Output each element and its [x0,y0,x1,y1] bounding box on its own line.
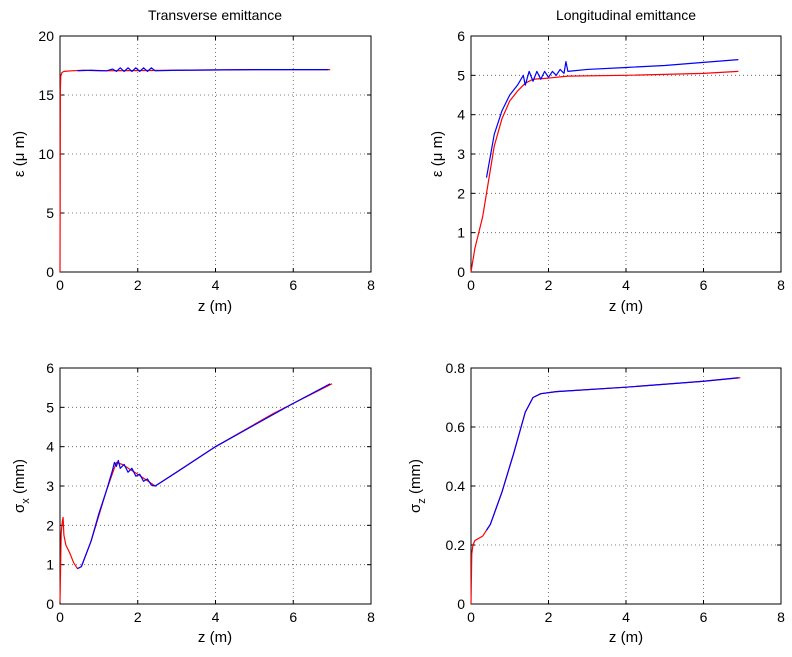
x-axis-label: z (m) [198,629,232,646]
x-tick-label: 8 [367,277,375,293]
x-tick-label: 0 [467,277,475,293]
y-axis-label-unit: (mm) [11,459,28,498]
y-axis-label: σz (mm) [407,459,428,513]
x-tick-label: 2 [545,609,553,625]
y-tick-label: 5 [46,205,54,221]
y-tick-label: 20 [38,28,54,44]
series-line-1 [59,69,331,273]
series-line-2 [485,59,739,178]
x-tick-label: 4 [622,277,630,293]
series [59,67,331,273]
y-tick-label: 0.4 [446,478,466,494]
chart-title: Transverse emittance [148,7,282,23]
x-tick-label: 0 [56,609,64,625]
x-tick-label: 6 [700,609,708,625]
ticks: 0 2 4 6 8 0 1 2 3 4 5 6 [46,360,375,625]
series-line-2 [485,377,739,531]
y-axis-label: ε (μ m) [11,131,28,177]
x-tick-label: 4 [622,609,630,625]
x-axis-label: z (m) [609,298,643,315]
y-tick-label: 3 [457,146,465,162]
y-axis-label-subscript: z [416,498,428,504]
x-axis-label: z (m) [198,298,232,315]
series-line-1 [59,383,333,603]
x-tick-label: 0 [467,609,475,625]
x-tick-label: 2 [545,277,553,293]
series [470,377,741,605]
y-tick-label: 3 [46,478,54,494]
panel-transverse-emittance: Transverse emittance z (m) ε (μ m) 0 2 4 6 8… [11,7,375,315]
x-tick-label: 6 [289,277,297,293]
y-tick-label: 4 [46,439,54,455]
x-tick-label: 8 [367,609,375,625]
y-tick-label: 6 [457,28,465,44]
y-axis-label-symbol: σ [11,503,28,513]
x-tick-label: 8 [777,609,785,625]
ticks: 0 2 4 6 8 0 1 2 3 4 5 6 [457,28,785,293]
y-tick-label: 0 [457,596,465,612]
grid [471,368,781,604]
x-axis-label: z (m) [609,629,643,646]
y-axis-label-subscript: x [20,498,32,504]
y-axis-label-symbol: σ [407,503,424,513]
y-tick-label: 5 [457,67,465,83]
panel-longitudinal-emittance: Longitudinal emittance z (m) ε (μ m) 0 2 4… [429,7,785,315]
series-line-2 [77,67,329,72]
x-tick-label: 4 [212,609,220,625]
series [59,383,333,603]
panel-sigma-z: z (m) σz (mm) 0 2 4 6 8 0 0.2 0.4 0.6 0.8 [407,360,785,646]
y-tick-label: 5 [46,399,54,415]
y-tick-label: 6 [46,360,54,376]
series-line-1 [470,70,739,273]
ticks: 0 2 4 6 8 0 5 10 15 20 [38,28,375,293]
y-tick-label: 10 [38,146,54,162]
series-line-2 [77,383,331,570]
x-tick-label: 6 [289,609,297,625]
series [470,59,739,273]
x-tick-label: 6 [700,277,708,293]
grid [60,36,371,272]
y-tick-label: 2 [457,185,465,201]
y-tick-label: 2 [46,517,54,533]
y-tick-label: 0.6 [446,419,466,435]
grid [60,368,371,604]
y-tick-label: 15 [38,87,54,103]
y-tick-label: 0 [457,264,465,280]
ticks: 0 2 4 6 8 0 0.2 0.4 0.6 0.8 [446,360,786,625]
x-tick-label: 2 [134,277,142,293]
y-axis-label: ε (μ m) [429,131,446,177]
y-tick-label: 4 [457,107,465,123]
chart-title: Longitudinal emittance [556,7,696,23]
panel-sigma-x: z (m) σx (mm) 0 2 4 6 8 0 1 2 3 4 5 6 [11,360,375,646]
y-tick-label: 1 [46,557,54,573]
y-tick-label: 1 [457,225,465,241]
x-tick-label: 0 [56,277,64,293]
y-axis-label-unit: (mm) [407,459,424,498]
x-tick-label: 8 [777,277,785,293]
y-tick-label: 0.8 [446,360,466,376]
grid [471,36,781,272]
y-tick-label: 0 [46,264,54,280]
x-tick-label: 2 [134,609,142,625]
y-axis-label: σx (mm) [11,459,32,513]
y-tick-label: 0 [46,596,54,612]
y-tick-label: 0.2 [446,537,466,553]
series-line-1 [470,377,741,605]
x-tick-label: 4 [212,277,220,293]
